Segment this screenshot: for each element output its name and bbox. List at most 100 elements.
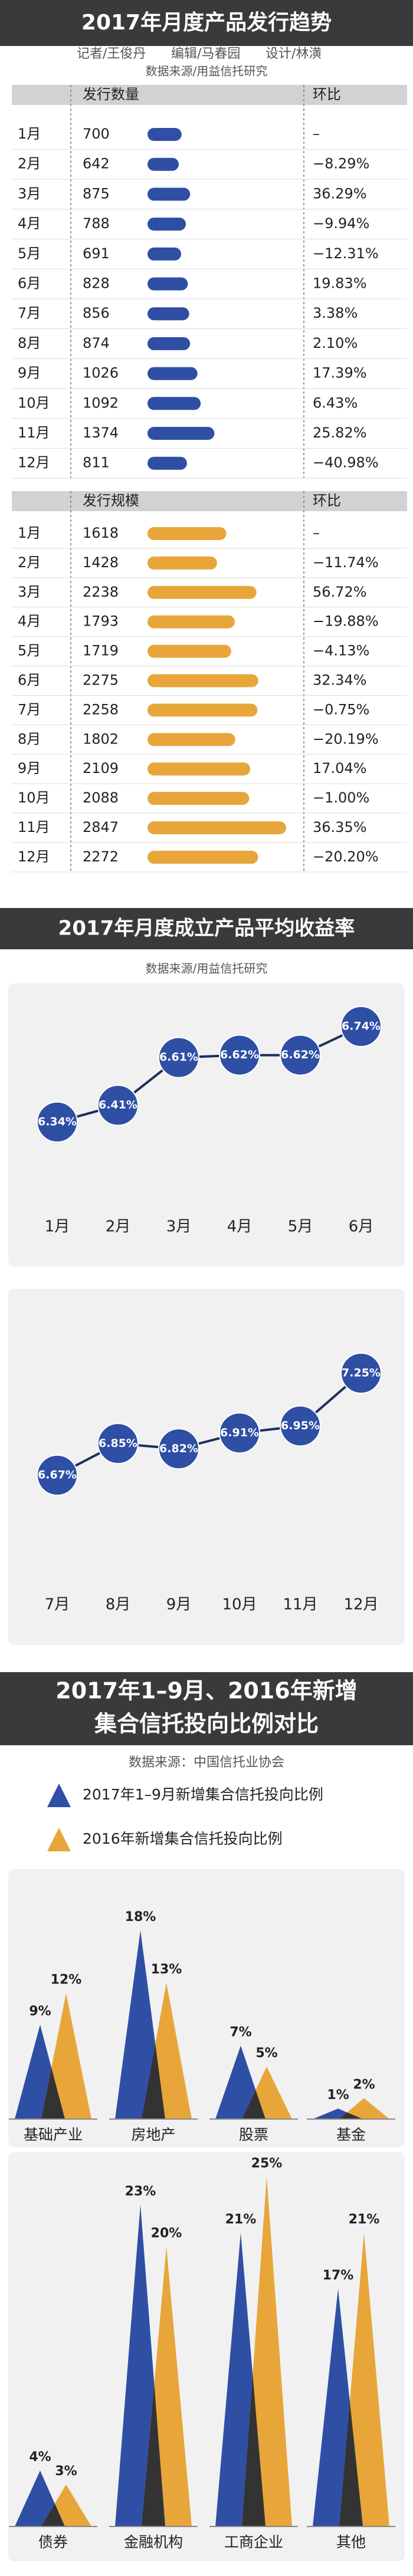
value-label: 3% xyxy=(55,2464,77,2479)
bar xyxy=(148,792,250,805)
value: 875 xyxy=(83,185,110,202)
bar xyxy=(148,585,257,599)
triangle xyxy=(339,2098,389,2119)
month: 3月 xyxy=(18,584,41,600)
month: 7月 xyxy=(18,305,41,321)
month: 9月 xyxy=(18,365,41,381)
month: 2月 xyxy=(18,156,41,172)
change: 19.83% xyxy=(313,275,367,292)
value-label: 4% xyxy=(29,2450,51,2465)
change: 3.38% xyxy=(313,305,358,321)
category: 基础产业 xyxy=(24,2126,83,2143)
title-bar xyxy=(0,1672,413,1745)
value: 1802 xyxy=(83,731,119,747)
value-label: 6.62% xyxy=(281,1048,320,1061)
value: 811 xyxy=(83,455,110,471)
credit: 编辑/马春园 xyxy=(171,47,240,61)
change: 36.29% xyxy=(313,185,367,202)
overlap xyxy=(339,2401,363,2526)
value: 2258 xyxy=(83,701,119,718)
change: −8.29% xyxy=(313,156,369,172)
bar xyxy=(148,157,179,171)
value-label: 21% xyxy=(225,2212,257,2227)
month: 10月 xyxy=(222,1596,257,1614)
value: 2847 xyxy=(83,819,119,835)
title: 2017年1–9月、2016年新增 xyxy=(55,1678,357,1704)
title-bar xyxy=(0,908,413,949)
credit: 记者/王俊丹 xyxy=(77,47,146,61)
month: 11月 xyxy=(283,1596,317,1614)
legend-label: 2017年1–9月新增集合信托投向比例 xyxy=(83,1786,323,1803)
overlap xyxy=(242,2090,266,2119)
overlap xyxy=(339,2112,363,2119)
value-label: 17% xyxy=(323,2268,354,2283)
bar xyxy=(148,277,188,291)
bar xyxy=(148,821,286,834)
month: 1月 xyxy=(18,525,41,541)
value-label: 6.74% xyxy=(342,1020,381,1033)
value: 874 xyxy=(83,335,110,351)
month: 12月 xyxy=(18,848,50,865)
value-label: 6.67% xyxy=(38,1469,77,1482)
value-label: 18% xyxy=(125,1910,156,1924)
credit: 设计/林潢 xyxy=(266,47,322,61)
value-label: 2% xyxy=(353,2077,375,2092)
bar xyxy=(148,187,191,201)
value: 828 xyxy=(83,275,110,292)
point xyxy=(37,1101,78,1143)
panel xyxy=(8,1289,405,1645)
value-label: 6.61% xyxy=(159,1051,198,1064)
point xyxy=(340,1006,382,1047)
panel xyxy=(8,2152,405,2561)
change: – xyxy=(313,126,320,142)
month: 8月 xyxy=(106,1596,131,1614)
bar xyxy=(148,337,191,350)
value: 2275 xyxy=(83,672,119,689)
value: 1026 xyxy=(83,365,119,381)
change: 56.72% xyxy=(313,584,367,600)
month: 8月 xyxy=(18,731,41,747)
legend-marker xyxy=(47,1784,71,1807)
source: 数据来源：中国信托业协会 xyxy=(129,1755,284,1770)
point xyxy=(158,1428,199,1470)
month: 10月 xyxy=(18,394,50,411)
change: −0.75% xyxy=(313,701,369,718)
month: 4月 xyxy=(18,613,41,630)
change: −40.98% xyxy=(313,455,379,471)
value: 856 xyxy=(83,305,110,321)
value-label: 6.34% xyxy=(38,1116,77,1129)
value-label: 7.25% xyxy=(342,1367,381,1380)
title: 2017年月度产品发行趋势 xyxy=(81,11,332,35)
month: 3月 xyxy=(18,185,41,202)
point xyxy=(37,1455,78,1496)
bar xyxy=(148,733,235,746)
column-header: 发行数量 xyxy=(83,86,139,103)
table-header xyxy=(12,491,407,511)
value-label: 6.62% xyxy=(220,1048,259,1061)
month: 2月 xyxy=(18,554,41,571)
month: 11月 xyxy=(18,425,50,441)
value-label: 6.91% xyxy=(220,1426,259,1439)
category: 金融机构 xyxy=(124,2534,183,2551)
month: 5月 xyxy=(18,643,41,659)
bar xyxy=(148,556,217,570)
change: 25.82% xyxy=(313,425,367,441)
value: 700 xyxy=(83,126,110,142)
change: −4.13% xyxy=(313,643,369,659)
bar xyxy=(148,247,182,261)
value-label: 21% xyxy=(349,2212,380,2227)
category: 其他 xyxy=(336,2534,366,2551)
value-label: 6.82% xyxy=(159,1442,198,1455)
change: 36.35% xyxy=(313,819,367,835)
month: 3月 xyxy=(166,1218,192,1236)
column-header: 发行规模 xyxy=(83,492,139,509)
change: −11.74% xyxy=(313,554,379,571)
month: 7月 xyxy=(45,1596,70,1614)
value: 1374 xyxy=(83,425,119,441)
change: −19.88% xyxy=(313,613,379,630)
value: 2109 xyxy=(83,760,119,777)
value: 642 xyxy=(83,156,110,172)
category: 基金 xyxy=(336,2126,366,2143)
month: 5月 xyxy=(18,245,41,262)
